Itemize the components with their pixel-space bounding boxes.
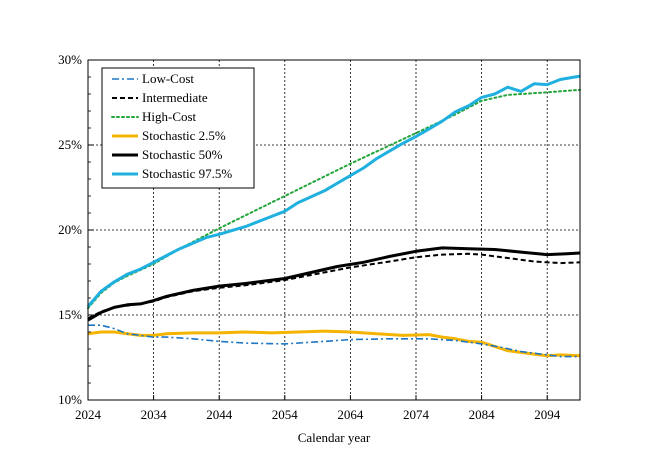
series-line-stochastic-97-5 [86,74,581,308]
y-tick-label: 20% [58,222,82,237]
legend-label-intermediate: Intermediate [142,90,208,105]
series-line-stochastic-50 [87,246,581,322]
x-axis-title: Calendar year [298,430,371,445]
series-line-low-cost [88,324,580,358]
tick-marks [87,59,548,401]
legend-label-low-cost: Low-Cost [142,71,194,86]
tick-labels: 2024 2034 2044 2054 2064 2074 2084 2094 10% 15% 20… [58,52,561,422]
legend-label-high-cost: High-Cost [142,109,197,124]
legend-label-stochastic-50: Stochastic 50% [142,147,223,162]
y-tick-label: 10% [58,392,82,407]
x-tick-label: 2084 [469,407,496,422]
legend-label-stochastic-2-5: Stochastic 2.5% [142,128,226,143]
x-tick-label: 2024 [75,407,102,422]
x-tick-label: 2064 [337,407,364,422]
x-tick-label: 2054 [272,407,299,422]
x-tick-label: 2074 [403,407,430,422]
series-line-stochastic-2-5 [87,329,581,358]
x-tick-label: 2034 [141,407,168,422]
series-layer [86,74,581,358]
y-tick-label: 30% [58,52,82,67]
legend-box [101,67,255,189]
legend-label-stochastic-97-5: Stochastic 97.5% [142,166,232,181]
x-tick-label: 2094 [534,407,561,422]
legend: Low-Cost Intermediate High-Cost Stochastic … [101,67,255,189]
x-tick-label: 2044 [206,407,233,422]
y-tick-label: 25% [58,137,82,152]
y-tick-label: 15% [58,307,82,322]
